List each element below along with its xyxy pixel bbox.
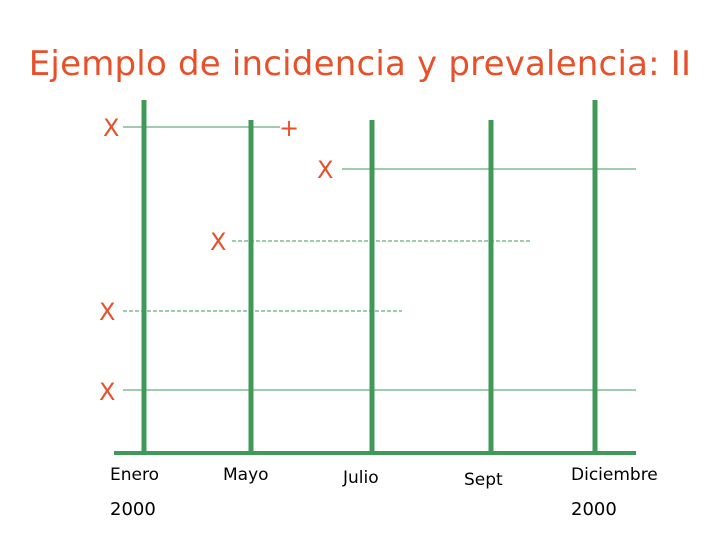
slide-title: Ejemplo de incidencia y prevalencia: II [28,44,692,84]
label-diciembre: Diciembre [571,465,658,485]
year-label-start: 2000 [110,499,156,520]
case-marker-3: X [210,228,227,256]
case-marker-4: X [99,298,116,326]
label-mayo: Mayo [223,465,269,485]
case-end-marker-1: + [279,114,300,142]
label-sept: Sept [464,470,503,490]
year-label-end: 2000 [571,499,617,520]
label-enero: Enero [110,465,159,485]
case-marker-1: X [103,114,120,142]
case-marker-2: X [317,156,334,184]
case-marker-5: X [99,378,116,406]
label-julio: Julio [343,468,379,488]
